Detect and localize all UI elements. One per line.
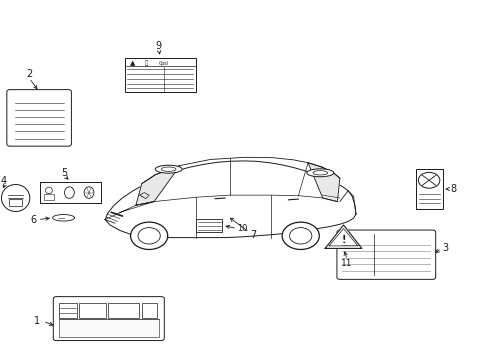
Text: 1: 1 — [34, 316, 40, 326]
Bar — [415, 169, 442, 209]
Bar — [44, 194, 54, 200]
Ellipse shape — [155, 165, 182, 173]
Text: 3: 3 — [441, 243, 447, 253]
Ellipse shape — [161, 167, 176, 171]
Ellipse shape — [53, 215, 74, 221]
Ellipse shape — [64, 187, 74, 198]
FancyBboxPatch shape — [53, 297, 164, 341]
Text: ⬛: ⬛ — [144, 60, 147, 66]
Bar — [40, 182, 101, 203]
Text: 6: 6 — [30, 215, 36, 225]
Ellipse shape — [312, 171, 327, 175]
Circle shape — [282, 222, 319, 249]
Circle shape — [138, 228, 160, 244]
Bar — [107, 303, 139, 318]
Ellipse shape — [45, 187, 52, 194]
Polygon shape — [105, 161, 355, 238]
Polygon shape — [136, 166, 180, 205]
Text: 2: 2 — [26, 69, 32, 79]
Text: 4: 4 — [1, 176, 7, 186]
Polygon shape — [325, 225, 361, 248]
Circle shape — [289, 228, 311, 244]
Text: 8: 8 — [450, 184, 456, 194]
Text: 7: 7 — [250, 230, 256, 240]
Bar — [9, 199, 22, 206]
Text: 5: 5 — [61, 168, 67, 178]
Text: 9: 9 — [156, 41, 162, 51]
Bar — [79, 303, 106, 318]
Text: 0psi: 0psi — [159, 60, 169, 66]
Bar — [195, 219, 222, 232]
Text: 11: 11 — [341, 259, 352, 268]
FancyBboxPatch shape — [7, 90, 71, 146]
Bar — [142, 303, 157, 318]
Ellipse shape — [84, 187, 94, 198]
Bar — [124, 58, 195, 92]
Bar — [59, 319, 159, 337]
Circle shape — [130, 222, 167, 249]
Text: 10: 10 — [237, 224, 247, 233]
Text: !: ! — [341, 234, 345, 244]
Ellipse shape — [306, 169, 333, 177]
Text: ▲: ▲ — [129, 60, 135, 66]
Bar — [59, 303, 77, 318]
Circle shape — [417, 172, 439, 188]
FancyBboxPatch shape — [336, 230, 435, 279]
Ellipse shape — [1, 184, 30, 211]
Polygon shape — [307, 163, 339, 202]
